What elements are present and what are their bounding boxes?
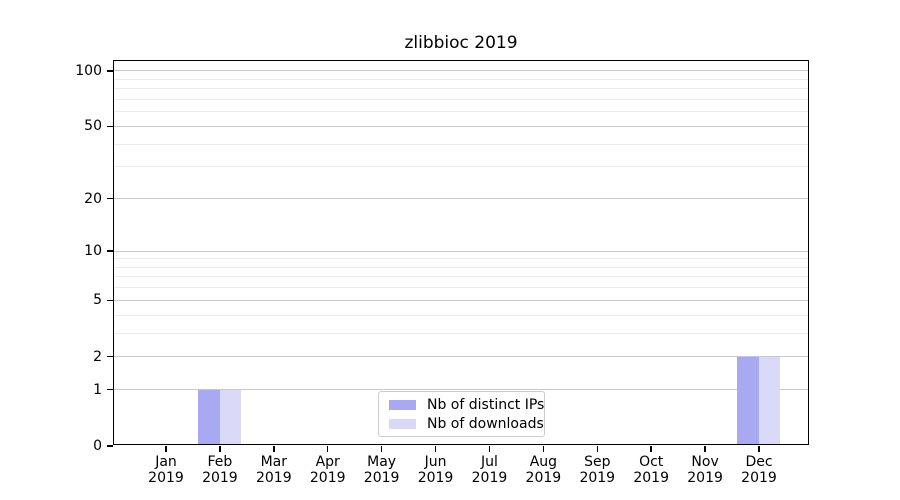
x-tick-mark [326,446,329,452]
x-tick-label-line: Jun [424,454,447,470]
x-tick-mark [165,446,167,452]
y-tick-mark [107,445,113,447]
y-tick-label: 2 [93,348,102,365]
x-tick-label-line: Nov [691,454,719,470]
legend-swatch-downloads [389,418,416,429]
y-tick-label: 50 [84,118,102,135]
bar-distinct-ips [198,389,220,444]
gridline-minor [114,88,808,90]
legend-label-distinct-ips: Nb of distinct IPs [427,396,545,413]
y-tick-mark [107,250,113,252]
x-tick-label: Feb 2019 [190,454,250,486]
gridline-minor [114,166,808,168]
chart-title: zlibbioc 2019 [404,33,518,53]
x-tick-mark [542,446,545,452]
x-tick-label-line: Jul [481,454,498,470]
y-tick-mark [107,355,113,358]
legend: Nb of distinct IPs Nb of downloads [378,391,545,437]
x-tick-label-line: Oct [639,454,664,470]
gridline-major [114,198,808,199]
x-tick-mark [704,446,706,452]
legend-item-distinct-ips: Nb of distinct IPs [387,395,544,414]
gridline-minor [114,276,808,278]
x-tick-label: Jul 2019 [459,454,519,486]
legend-item-downloads: Nb of downloads [387,414,544,433]
x-tick-label: Nov 2019 [675,454,735,486]
gridline-major [114,356,808,358]
x-tick-label: Sep 2019 [567,454,627,486]
y-tick-label: 20 [84,190,102,207]
x-tick-label-line: Aug [529,454,558,470]
x-tick-label-line: 2019 [148,469,184,486]
y-tick-mark [107,70,113,72]
x-tick-mark [434,446,437,452]
grid-layer [114,61,808,444]
legend-swatch-distinct-ips [389,399,416,410]
gridline-minor [114,258,808,260]
x-tick-mark [273,446,275,452]
gridline-minor [114,314,808,316]
x-tick-label: Dec 2019 [729,454,789,486]
bar-distinct-ips [737,356,759,444]
gridline-major [114,389,808,391]
x-tick-mark [380,446,383,452]
x-tick-label: Aug 2019 [513,454,573,486]
gridline-major [114,250,808,252]
bar-layer [114,61,808,444]
gridline-major [114,125,808,127]
gridline-minor [114,98,808,100]
x-tick-mark [488,446,491,452]
x-tick-label-line: 2019 [309,469,346,486]
y-tick-label: 10 [84,243,102,260]
x-tick-label-line: 2019 [255,469,292,486]
x-tick-label: Oct 2019 [621,454,681,486]
y-tick-label: 1 [93,381,102,398]
gridline-minor [114,287,808,289]
gridline-major [114,70,808,72]
x-tick-label-line: 2019 [687,469,723,486]
gridline-minor [114,266,808,268]
x-tick-label-line: Jan [155,454,177,470]
gridline-minor [114,78,808,80]
gridline-minor [114,111,808,113]
y-tick-label: 5 [93,292,102,309]
x-tick-label-line: 2019 [202,469,238,486]
x-tick-label-line: 2019 [417,469,454,486]
x-tick-label: Apr 2019 [298,454,358,486]
x-tick-label-line: Mar [260,454,288,470]
x-tick-label-line: Dec [745,454,773,470]
gridline-minor [114,332,808,334]
x-tick-mark [219,446,221,452]
x-tick-label-line: 2019 [579,469,616,486]
y-tick-mark [107,125,113,128]
y-tick-mark [107,388,113,391]
x-tick-label-line: 2019 [471,469,508,486]
x-tick-mark [596,446,599,452]
x-tick-mark [650,446,652,452]
gridline-major [114,299,808,301]
gridline-minor [114,143,808,145]
plot-area: 0 1 2 5 10 20 50 100 Jan 2019 Feb 2019 Mar 2019 Apr 201… [75,60,809,485]
x-tick-label-line: 2019 [741,469,777,486]
bar-downloads [219,389,242,444]
x-tick-label-line: 2019 [525,469,562,486]
x-tick-label: Jun 2019 [406,454,466,486]
x-tick-label: Mar 2019 [244,454,304,486]
x-tick-label-line: 2019 [633,469,669,486]
x-tick-label: Jan 2019 [136,454,196,486]
x-tick-label-line: Apr [315,454,340,470]
y-tick-mark [107,299,113,302]
legend-label-downloads: Nb of downloads [427,415,544,432]
x-tick-label-line: 2019 [363,469,400,486]
y-tick-label: 100 [75,62,102,79]
x-tick-mark [758,446,760,452]
bar-downloads [758,356,781,444]
x-tick-label: May 2019 [352,454,412,486]
x-tick-label-line: Feb [207,454,233,470]
x-tick-label-line: May [367,454,397,470]
y-tick-mark [107,197,113,200]
y-tick-label: 0 [93,438,102,454]
x-tick-label-line: Sep [584,454,611,470]
